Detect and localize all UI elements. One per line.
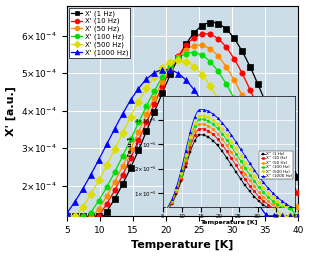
Legend: X' (1 Hz), X' (10 Hz), X' (50 Hz), X' (100 Hz), X' (500 Hz), X' (1000 Hz): X' (1 Hz), X' (10 Hz), X' (50 Hz), X' (1… — [69, 8, 130, 58]
X-axis label: Temperature [K]: Temperature [K] — [131, 240, 234, 250]
Y-axis label: X' [a.u.]: X' [a.u.] — [6, 86, 16, 136]
